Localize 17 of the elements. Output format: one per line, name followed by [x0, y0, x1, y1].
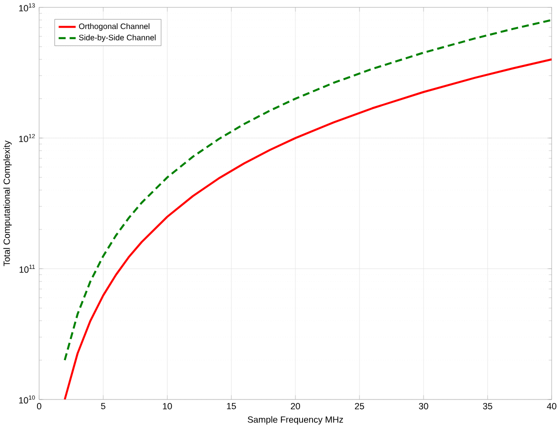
x-axis-title: Sample Frequency MHz [248, 416, 343, 425]
line-series [64, 58, 552, 400]
y-tick-label: 10$^{13}$ [19, 3, 35, 12]
x-tick-label: 20 [290, 403, 300, 410]
line-series [64, 19, 552, 362]
x-tick-label: 30 [418, 403, 428, 410]
x-tick-label: 15 [227, 403, 236, 410]
y-tick-label: 10$^{12}$ [19, 134, 35, 142]
y-tick-label: 10$^{11}$ [20, 264, 35, 273]
x-tick-label: 35 [482, 403, 492, 410]
y-tick-label: 10$^{10}$ [19, 396, 35, 404]
x-tick-label: 5 [101, 403, 106, 410]
y-axis-title: Total Computational Complexity [3, 140, 12, 266]
x-tick-label: 40 [546, 403, 556, 410]
x-tick-label: 25 [354, 403, 364, 410]
x-tick-label: 0 [36, 403, 42, 410]
x-tick-label: 10 [162, 403, 172, 410]
